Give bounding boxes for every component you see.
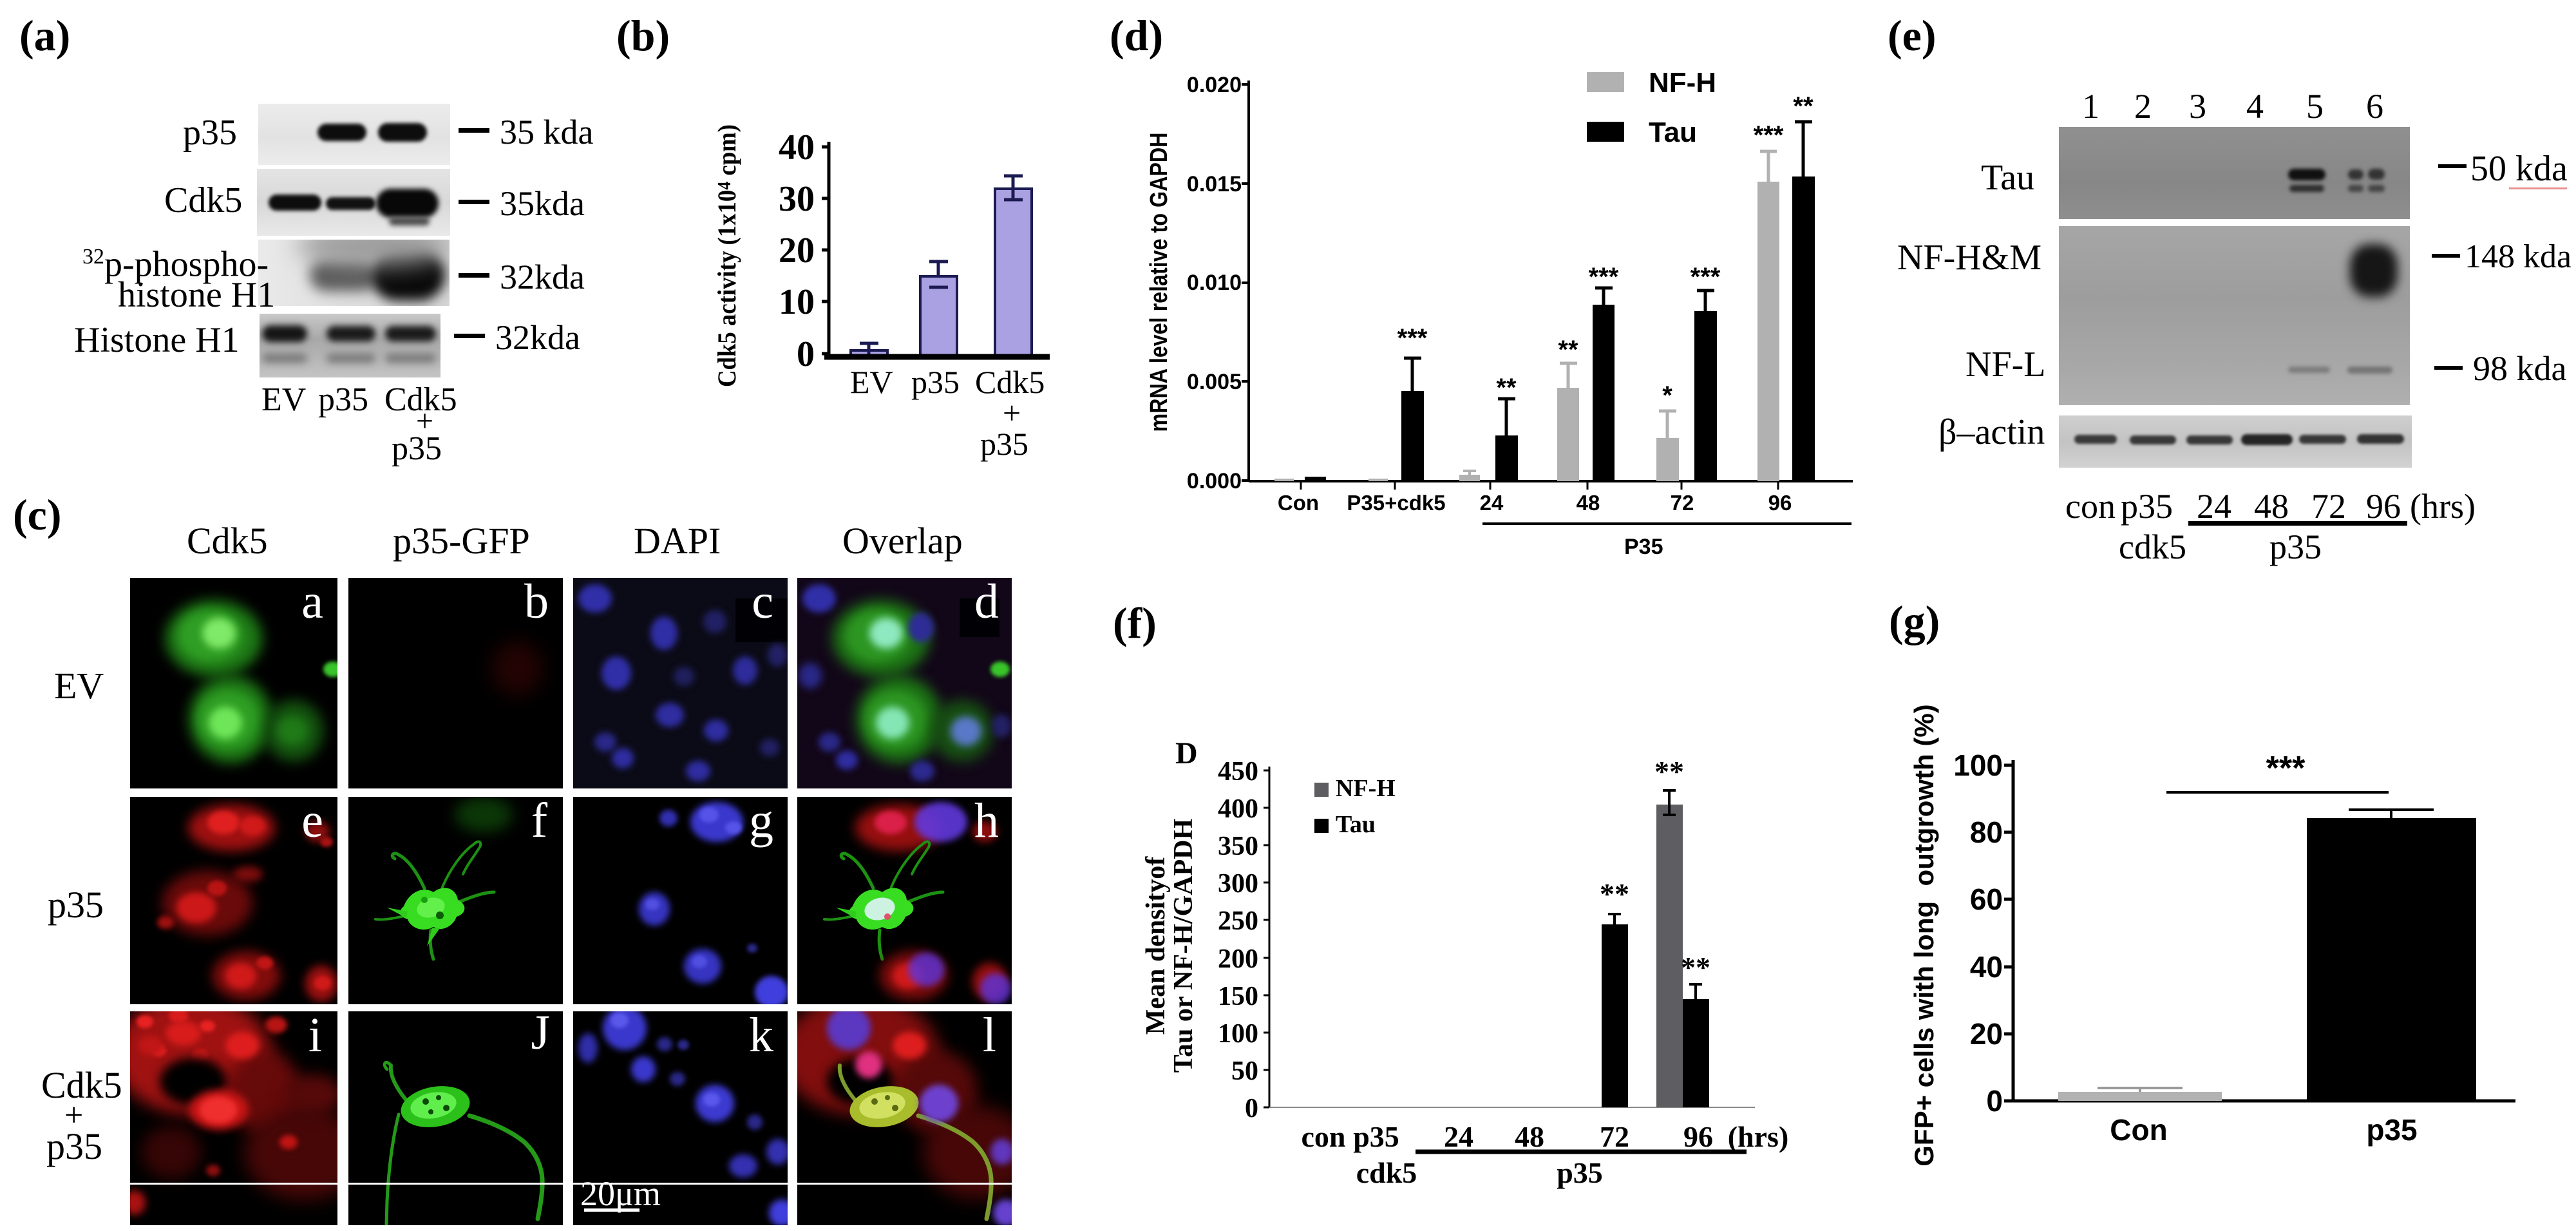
svg-text:p35: p35: [2366, 1113, 2417, 1147]
svg-text:0: 0: [1986, 1084, 2003, 1118]
svg-text:p35: p35: [911, 364, 960, 400]
svg-text:0: 0: [797, 334, 815, 374]
svg-text:NF-H: NF-H: [1649, 67, 1716, 99]
svg-text:50: 50: [1231, 1056, 1258, 1086]
svg-text:0.020: 0.020: [1187, 73, 1242, 97]
svg-text:GFP+ cells with long outgrowt: GFP+ cells with long outgrowth (%): [1909, 704, 1939, 1167]
svg-text:cdk5: cdk5: [1356, 1156, 1417, 1189]
svg-text:con: con: [1302, 1120, 1346, 1153]
svg-text:p35: p35: [1557, 1156, 1603, 1189]
svg-text:P35: P35: [1624, 535, 1663, 559]
svg-text:***: ***: [1397, 324, 1428, 352]
svg-text:***: ***: [1754, 121, 1784, 149]
svg-text:Tau: Tau: [1336, 811, 1376, 838]
svg-text:+: +: [1003, 395, 1021, 431]
svg-text:40: 40: [1970, 950, 2003, 984]
svg-text:***: ***: [1589, 263, 1619, 291]
svg-text:D: D: [1175, 736, 1198, 770]
svg-text:mRNA level relative to GAPDH: mRNA level relative to GAPDH: [1146, 133, 1173, 432]
svg-text:Cdk5 activity (1x104 cpm): Cdk5 activity (1x104 cpm): [712, 124, 741, 387]
svg-text:P35+cdk5: P35+cdk5: [1347, 491, 1445, 515]
svg-text:*: *: [1662, 381, 1672, 410]
svg-text:0.000: 0.000: [1187, 469, 1242, 493]
svg-text:Con: Con: [2110, 1113, 2167, 1147]
svg-text:p35: p35: [1353, 1120, 1399, 1153]
svg-text:20: 20: [779, 231, 815, 271]
svg-text:80: 80: [1970, 816, 2003, 849]
svg-text:**: **: [1558, 336, 1578, 364]
svg-text:**: **: [1793, 92, 1814, 120]
svg-text:40: 40: [779, 128, 815, 167]
svg-text:**: **: [1496, 374, 1517, 402]
svg-text:Con: Con: [1278, 491, 1319, 515]
svg-text:96: 96: [1768, 491, 1792, 515]
svg-text:0.010: 0.010: [1187, 271, 1242, 295]
svg-text:NF-H: NF-H: [1336, 775, 1396, 802]
svg-text:Tau: Tau: [1649, 117, 1697, 148]
svg-text:60: 60: [1970, 883, 2003, 916]
svg-text:72: 72: [1600, 1120, 1629, 1153]
svg-text:**: **: [1600, 877, 1629, 910]
svg-text:***: ***: [2266, 750, 2306, 787]
svg-text:30: 30: [779, 179, 815, 219]
svg-text:48: 48: [1515, 1120, 1544, 1153]
svg-text:(hrs): (hrs): [1728, 1120, 1789, 1153]
svg-text:72: 72: [1671, 491, 1694, 515]
svg-text:150: 150: [1218, 982, 1258, 1011]
svg-text:20: 20: [1970, 1017, 2003, 1051]
svg-text:100: 100: [1953, 749, 2003, 782]
svg-text:Mean densityof: Mean densityof: [1141, 856, 1171, 1035]
svg-text:10: 10: [779, 282, 815, 322]
svg-text:200: 200: [1218, 944, 1258, 974]
svg-text:0.015: 0.015: [1187, 172, 1242, 196]
svg-text:0: 0: [1245, 1094, 1258, 1123]
svg-text:24: 24: [1480, 491, 1504, 515]
svg-text:450: 450: [1218, 757, 1258, 787]
svg-text:Cdk5: Cdk5: [975, 364, 1045, 400]
svg-text:400: 400: [1218, 794, 1258, 824]
svg-text:350: 350: [1218, 832, 1258, 861]
svg-text:**: **: [1654, 755, 1684, 788]
svg-text:Tau or NF-H/GAPDH: Tau or NF-H/GAPDH: [1169, 819, 1198, 1073]
svg-text:96: 96: [1683, 1120, 1713, 1153]
svg-text:300: 300: [1218, 869, 1258, 899]
svg-text:***: ***: [1690, 263, 1721, 291]
svg-text:0.005: 0.005: [1187, 370, 1242, 394]
svg-text:250: 250: [1218, 906, 1258, 936]
svg-text:p35: p35: [980, 426, 1028, 462]
svg-text:EV: EV: [850, 364, 893, 400]
svg-text:48: 48: [1577, 491, 1600, 515]
svg-text:24: 24: [1444, 1120, 1473, 1153]
svg-text:100: 100: [1218, 1019, 1258, 1049]
svg-text:**: **: [1681, 951, 1710, 984]
